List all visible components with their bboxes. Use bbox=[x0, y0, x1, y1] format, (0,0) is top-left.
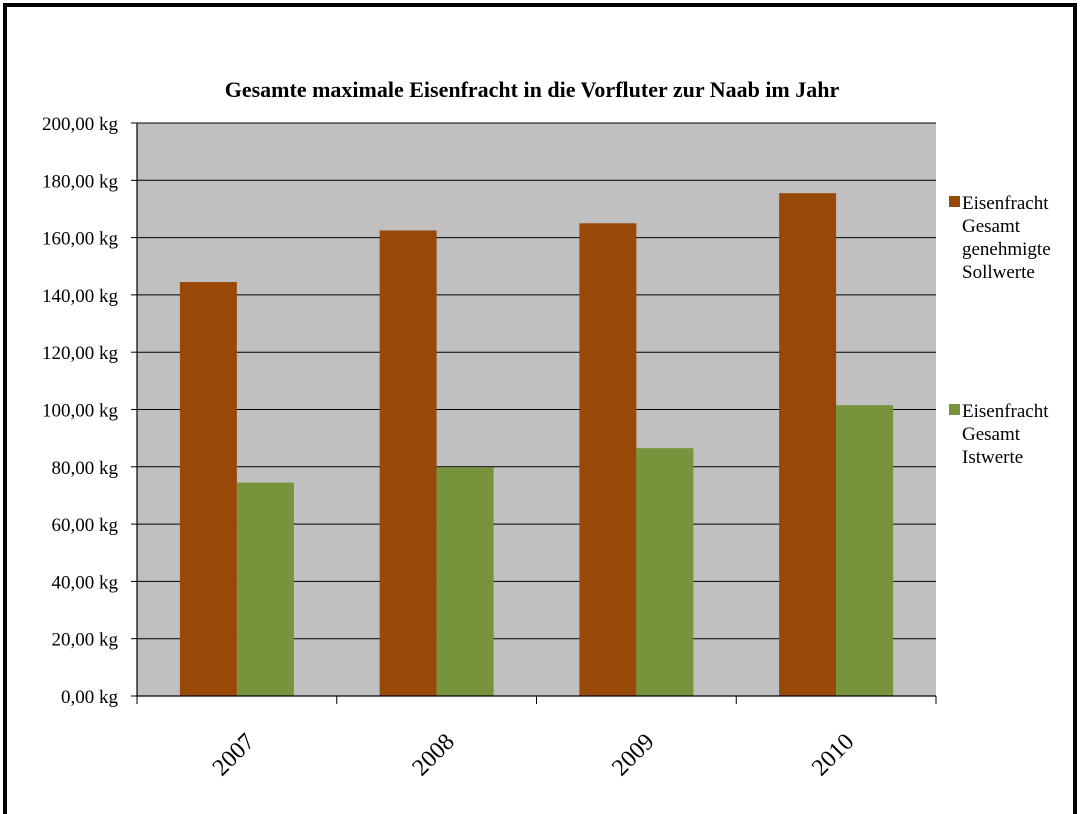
y-tick-label: 0,00 kg bbox=[61, 687, 119, 708]
legend-label: Eisenfracht bbox=[962, 401, 1049, 422]
y-tick-label: 40,00 kg bbox=[52, 572, 119, 593]
bar bbox=[236, 482, 294, 696]
axes bbox=[131, 122, 937, 704]
legend-label: Istwerte bbox=[962, 447, 1023, 468]
y-tick-label: 180,00 kg bbox=[42, 171, 119, 192]
bar bbox=[779, 193, 837, 696]
legend-label: genehmigte bbox=[962, 239, 1051, 260]
y-tick-label: 20,00 kg bbox=[52, 630, 119, 651]
bar bbox=[579, 223, 637, 696]
y-tick-label: 200,00 kg bbox=[42, 114, 119, 135]
y-tick-labels: 0,00 kg 20,00 kg 40,00 kg 60,00 kg 80,00 kg 1… bbox=[42, 114, 119, 708]
chart-title: Gesamte maximale Eisenfracht in die Vorf… bbox=[225, 77, 840, 102]
bar bbox=[379, 230, 437, 696]
bar bbox=[836, 405, 894, 696]
legend-label: Gesamt bbox=[962, 424, 1021, 445]
legend-label: Gesamt bbox=[962, 216, 1021, 237]
legend-swatch bbox=[949, 404, 960, 415]
y-tick-label: 100,00 kg bbox=[42, 401, 119, 422]
bar bbox=[636, 448, 694, 696]
legend-swatch bbox=[949, 196, 960, 207]
y-tick-label: 140,00 kg bbox=[42, 286, 119, 307]
y-tick-label: 60,00 kg bbox=[52, 515, 119, 536]
y-tick-label: 80,00 kg bbox=[52, 458, 119, 479]
bar bbox=[436, 467, 494, 696]
bar bbox=[179, 282, 237, 696]
y-tick-label: 120,00 kg bbox=[42, 343, 119, 364]
legend-label: Eisenfracht bbox=[962, 193, 1049, 214]
legend-label: Sollwerte bbox=[962, 262, 1035, 283]
legend: EisenfrachtGesamtgenehmigteSollwerteEise… bbox=[949, 193, 1051, 468]
bar-group bbox=[179, 193, 894, 696]
y-tick-label: 160,00 kg bbox=[42, 229, 119, 250]
